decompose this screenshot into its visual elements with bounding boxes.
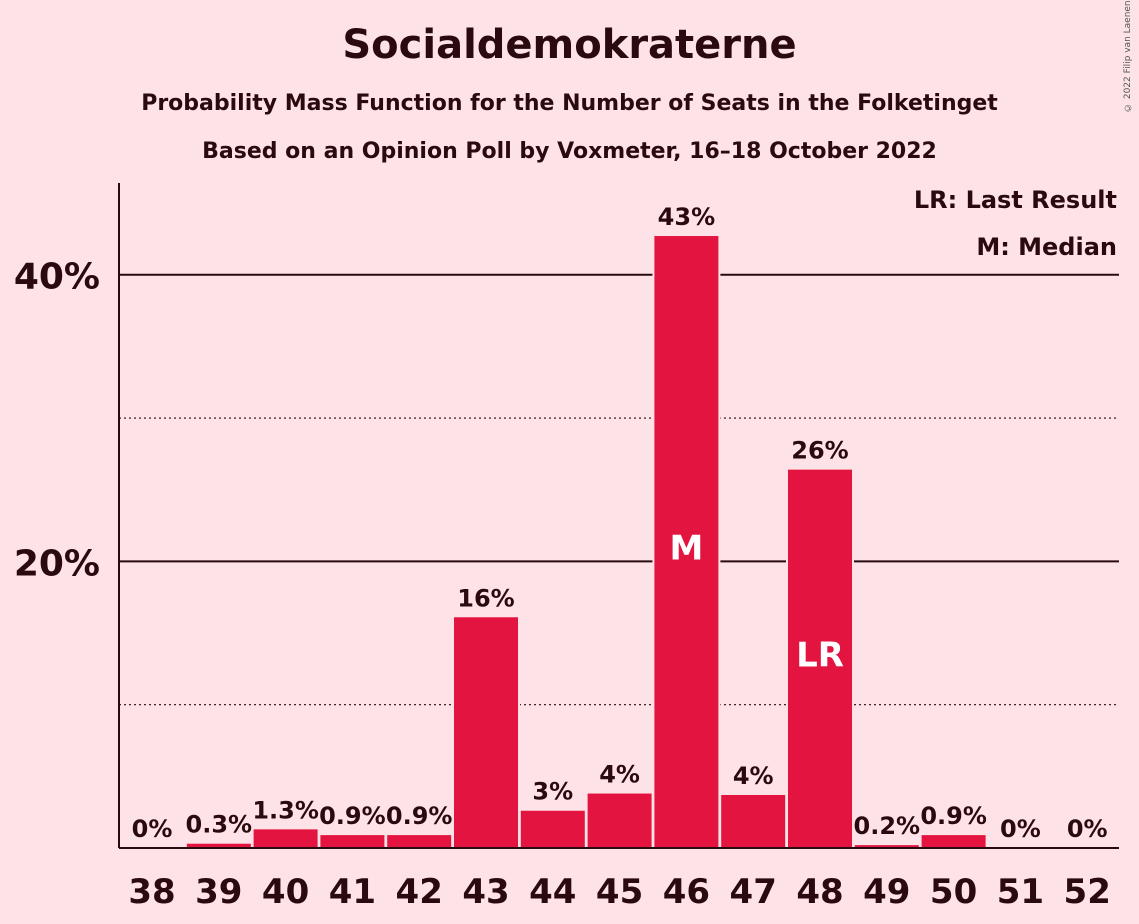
bar-40 [253,829,318,848]
data-label: 43% [658,203,715,231]
chart-title: Socialdemokraterne [342,22,797,68]
x-tick-label: 51 [997,872,1044,912]
bar-marker-m: M [669,528,703,568]
x-tick-label: 41 [329,872,376,912]
data-label: 0.3% [186,811,253,839]
bar-50 [921,835,986,848]
x-tick-label: 42 [396,872,443,912]
data-label: 0% [1067,815,1108,843]
bar-45 [587,793,652,848]
bar-47 [721,794,786,848]
bar-44 [520,810,585,848]
data-label: 3% [532,778,573,806]
x-tick-label: 47 [730,872,777,912]
data-label: 0.9% [386,802,453,830]
y-tick-label: 40% [14,257,100,298]
x-tick-label: 43 [462,872,509,912]
data-label: 26% [791,437,848,465]
x-tick-label: 40 [262,872,309,912]
x-tick-label: 46 [663,872,710,912]
bar-49 [854,845,919,848]
data-label: 16% [457,584,514,612]
bar-41 [320,835,385,848]
data-label: 4% [599,761,640,789]
bar-46 [654,236,719,848]
bar-marker-lr: LR [796,636,844,676]
bar-43 [454,617,518,848]
chart-subtitle: Probability Mass Function for the Number… [141,91,998,116]
x-tick-label: 48 [796,872,843,912]
x-tick-label: 52 [1064,872,1111,912]
bar-48 [788,469,852,848]
x-tick-label: 45 [596,872,643,912]
legend-last-result: LR: Last Result [913,186,1117,214]
data-label: 4% [733,762,774,790]
x-tick-label: 44 [529,872,576,912]
y-tick-label: 20% [14,543,100,584]
data-label: 0.9% [319,802,386,830]
data-label: 0% [132,815,173,843]
x-tick-label: 38 [128,872,175,912]
x-tick-label: 39 [195,872,242,912]
x-tick-label: 50 [930,872,977,912]
bar-39 [186,843,251,848]
data-label: 1.3% [252,796,319,824]
x-tick-label: 49 [863,872,910,912]
data-label: 0.2% [854,812,921,840]
legend-median: M: Median [976,233,1117,261]
data-label: 0.9% [920,802,987,830]
data-label: 0% [1000,815,1041,843]
bar-42 [387,835,452,848]
chart-source: Based on an Opinion Poll by Voxmeter, 16… [202,139,937,164]
